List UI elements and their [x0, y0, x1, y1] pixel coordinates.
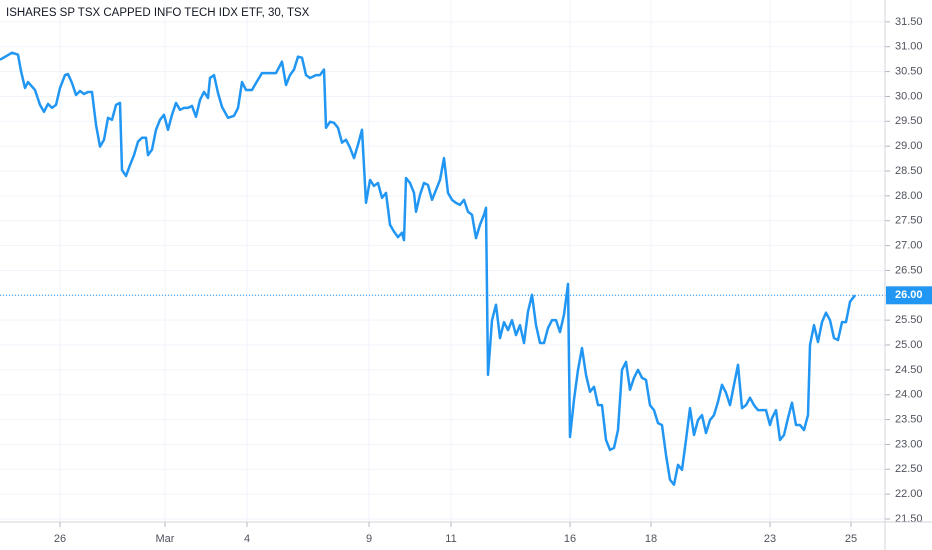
x-tick-label: 11	[445, 533, 456, 545]
y-tick-label: 26.50	[895, 264, 923, 276]
y-tick-label: 28.50	[895, 165, 923, 177]
x-tick-label: Mar	[156, 533, 175, 545]
x-tick-label: 23	[764, 533, 776, 545]
y-tick-label: 29.00	[895, 140, 923, 152]
y-tick-label: 31.50	[895, 16, 923, 28]
y-tick-label: 25.00	[895, 339, 923, 351]
y-tick-label: 22.00	[895, 488, 923, 500]
y-tick-label: 22.50	[895, 463, 923, 475]
y-tick-label: 31.00	[895, 41, 923, 53]
y-tick-label: 23.00	[895, 438, 923, 450]
y-tick-label: 25.50	[895, 314, 923, 326]
y-tick-label: 27.00	[895, 239, 923, 251]
x-tick-label: 25	[845, 533, 857, 545]
x-tick-label: 9	[366, 533, 372, 545]
last-price-label: 26.00	[895, 289, 923, 301]
x-tick-label: 26	[54, 533, 66, 545]
price-line	[0, 51, 856, 486]
y-tick-label: 24.50	[895, 364, 923, 376]
x-tick-label: 18	[645, 533, 657, 545]
x-tick-label: 16	[564, 533, 576, 545]
y-tick-label: 23.50	[895, 413, 923, 425]
y-tick-label: 28.00	[895, 190, 923, 202]
y-tick-label: 30.50	[895, 65, 923, 77]
y-tick-label: 21.50	[895, 513, 923, 525]
last-price-box	[886, 286, 932, 305]
x-tick-label: 4	[244, 533, 250, 545]
y-tick-label: 24.00	[895, 389, 923, 401]
chart-title: ISHARES SP TSX CAPPED INFO TECH IDX ETF,…	[6, 7, 310, 19]
y-tick-label: 27.50	[895, 215, 923, 227]
y-tick-label: 29.50	[895, 115, 923, 127]
y-tick-label: 30.00	[895, 90, 923, 102]
